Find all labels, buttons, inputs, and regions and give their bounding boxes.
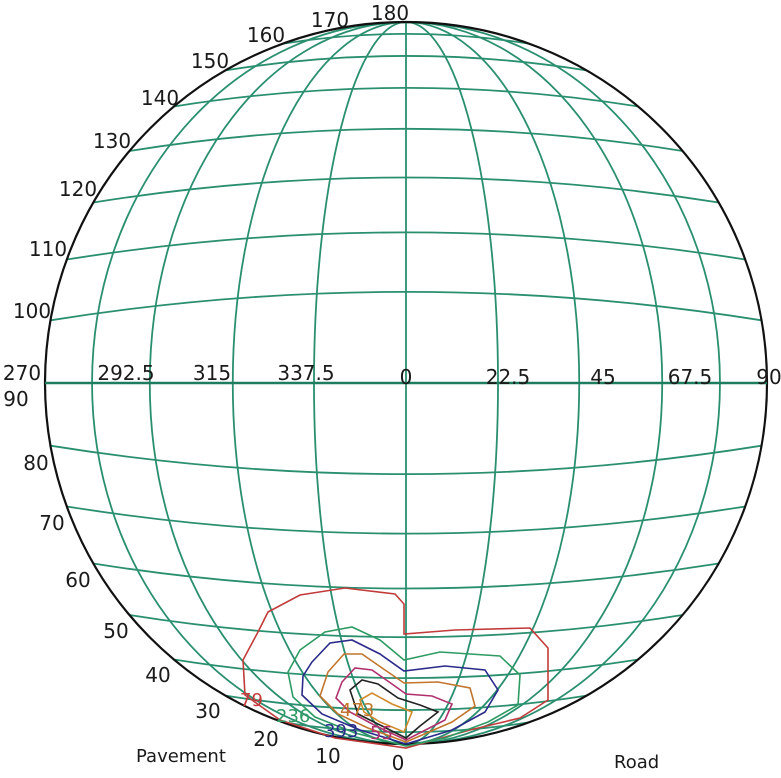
parallel-line [282, 721, 530, 734]
contour-473 [319, 653, 476, 743]
label-left-160: 160 [247, 23, 285, 47]
label-h-292-5: 292.5 [97, 361, 154, 385]
contour-core [359, 692, 414, 734]
label-h-337-5: 337.5 [277, 361, 334, 385]
contour-55 [335, 667, 454, 741]
label-left-140: 140 [141, 86, 179, 110]
contour-label-236: 236 [276, 706, 310, 727]
label-left-20: 20 [253, 727, 278, 751]
contour-label-79: 79 [240, 690, 263, 711]
label-left-170: 170 [311, 8, 349, 32]
label-road: Road [614, 752, 659, 773]
label-h-90: 90 [756, 365, 781, 389]
parallel-line [66, 231, 746, 261]
label-left-40: 40 [145, 663, 170, 687]
label-h-67-5: 67.5 [668, 365, 713, 389]
contour-value-labels: 79 236 393 473 55 [240, 690, 393, 744]
contour-label-393: 393 [324, 721, 358, 742]
label-left-30: 30 [195, 699, 220, 723]
parallel-line [173, 86, 639, 108]
parallel-line [225, 55, 587, 72]
label-pavement: Pavement [136, 746, 226, 767]
parallel-line [50, 291, 762, 322]
label-left-130: 130 [93, 129, 131, 153]
contour-label-473: 473 [340, 700, 374, 721]
parallel-line [66, 505, 746, 535]
label-left-80: 80 [23, 451, 48, 475]
parallel-line [282, 32, 530, 45]
label-h-270: 270 [3, 361, 41, 385]
label-left-50: 50 [103, 619, 128, 643]
label-h-45: 45 [590, 365, 615, 389]
parallel-line [93, 176, 719, 204]
contour-label-55: 55 [370, 723, 393, 744]
label-left-70: 70 [39, 511, 64, 535]
label-bottom-0: 0 [392, 751, 405, 775]
parallel-line [129, 614, 683, 639]
label-left-90: 90 [3, 387, 28, 411]
label-left-10: 10 [315, 744, 340, 768]
intensity-contours [242, 587, 549, 749]
label-top-180: 180 [371, 1, 409, 25]
angle-labels: 180 170 160 150 140 130 120 110 100 270 … [3, 1, 781, 775]
label-h-22-5: 22.5 [486, 365, 531, 389]
label-left-60: 60 [65, 568, 90, 592]
parallel-line [129, 127, 683, 152]
parallel-line [50, 444, 762, 475]
label-left-100: 100 [13, 299, 51, 323]
label-left-120: 120 [59, 177, 97, 201]
contour-236 [287, 626, 521, 747]
parallel-line [93, 562, 719, 590]
label-left-150: 150 [191, 49, 229, 73]
parallel-line [173, 658, 639, 680]
contour-393 [301, 639, 499, 745]
contour-79 [242, 587, 549, 749]
label-h-0: 0 [400, 365, 413, 389]
label-left-110: 110 [29, 237, 67, 261]
label-h-315: 315 [193, 361, 231, 385]
contour-inner [349, 679, 440, 739]
